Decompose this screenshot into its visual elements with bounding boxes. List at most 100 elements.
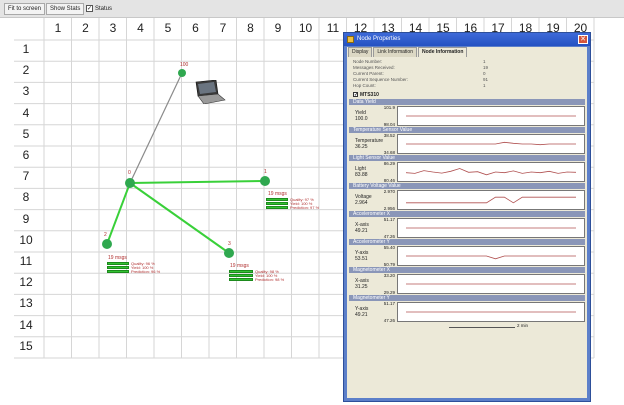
- plot-min-value: 34.68: [383, 150, 395, 155]
- info-key: Hop Count:: [353, 83, 376, 88]
- quality-bar: [266, 198, 288, 201]
- plot-min-value: 98.04: [383, 122, 395, 127]
- mote-msgs-2: 19 msgs: [108, 255, 127, 261]
- sensor-plot-row: Y-axis 53.51 55.40 50.79: [349, 245, 585, 267]
- sensor-plot-row: Voltage 2.964 2.970 2.956: [349, 189, 585, 211]
- time-scale-label: 2 min: [515, 323, 531, 328]
- toolbar: Fit to screen Show Stats ✓ Status: [0, 0, 624, 18]
- plot-section-title: Data Yield: [349, 99, 585, 105]
- sensor-plot-svg: [405, 168, 577, 176]
- column-label: 10: [298, 21, 313, 35]
- plot-current-value: 83.88: [355, 172, 368, 178]
- column-label: 5: [164, 21, 172, 35]
- base-station-node[interactable]: [178, 69, 186, 77]
- window-titlebar[interactable]: Node Properties ✕: [344, 33, 590, 46]
- info-key: Messages Received:: [353, 65, 395, 70]
- sensor-plot: [397, 246, 585, 266]
- plot-label: Temperature: [355, 138, 384, 144]
- checkbox-check-icon: ✓: [86, 4, 93, 12]
- mote-stat-text-1: Quality: 97 % Yield: 100 % Prediction: 9…: [290, 198, 319, 210]
- sensor-board-label: MTS310: [360, 92, 379, 98]
- plot-current-value: 31.25: [355, 284, 368, 290]
- sensor-plot-row: X-axis 31.25 33.20 29.29: [349, 273, 585, 295]
- link-router-mote-1: [129, 180, 266, 184]
- sensor-plot-row: X-axis 49.21 51.17 47.26: [349, 217, 585, 239]
- prediction-bar: [266, 206, 288, 209]
- row-label: 9: [22, 211, 30, 226]
- info-row: Hop Count: 1: [353, 83, 581, 89]
- node-info-list: Node Number: 1 Messages Received: 19 Curre…: [347, 57, 587, 91]
- sensor-plot: [397, 274, 585, 294]
- sensor-plot: [397, 134, 585, 154]
- yield-text: Yield: 100 %: [255, 273, 278, 278]
- plot-current-value: 36.25: [355, 144, 368, 150]
- close-button[interactable]: ✕: [578, 35, 588, 44]
- info-value: 1: [483, 83, 486, 88]
- sensor-plot-svg: [406, 115, 576, 117]
- plot-label: Light: [355, 166, 366, 172]
- router-node[interactable]: [125, 178, 135, 188]
- column-label: 17: [491, 21, 505, 35]
- row-label: 13: [19, 296, 33, 311]
- info-value: 19: [483, 65, 489, 70]
- sensor-plot-line: [405, 168, 577, 176]
- status-checkbox[interactable]: ✓ Status: [86, 3, 112, 15]
- row-label: 5: [22, 126, 30, 141]
- info-value: 91: [483, 77, 489, 82]
- info-row: Node Number: 1: [353, 59, 581, 65]
- row-label: 10: [19, 232, 33, 247]
- plot-current-value: 49.21: [355, 228, 368, 234]
- sensor-plot-row: Y-axis 49.21 51.17 47.26: [349, 301, 585, 323]
- plot-min-value: 80.46: [383, 178, 395, 183]
- sensor-board-checkbox[interactable]: ✓ MTS310: [347, 91, 587, 99]
- node-properties-window[interactable]: Node Properties ✕ Display Link Informati…: [343, 32, 591, 402]
- prediction-text: Prediction: 97 %: [290, 205, 320, 210]
- column-label: 8: [247, 21, 254, 35]
- sensor-plot-row: Temperature 36.25 38.52 34.68: [349, 133, 585, 155]
- plot-max-value: 101.9: [383, 105, 395, 110]
- router-label: 0: [128, 170, 131, 176]
- sensor-plot: [397, 218, 585, 238]
- column-label: 11: [326, 21, 340, 35]
- mote-node-1[interactable]: [260, 176, 270, 186]
- sensor-plot-line: [406, 141, 576, 146]
- sensor-plot-row: Light 83.88 86.29 80.46: [349, 161, 585, 183]
- plot-min-value: 47.26: [383, 234, 395, 239]
- column-label: 18: [518, 21, 533, 35]
- sensor-plot-line: [406, 255, 576, 260]
- plot-label: X-axis: [355, 222, 369, 228]
- plot-max-value: 55.40: [383, 245, 395, 250]
- column-label: 4: [137, 21, 144, 35]
- fit-to-screen-button[interactable]: Fit to screen: [4, 3, 46, 15]
- prediction-text: Prediction: 96 %: [131, 269, 161, 274]
- yield-bar: [266, 202, 288, 205]
- time-scale-line: [449, 327, 525, 328]
- network-links: [102, 69, 270, 258]
- yield-bar: [107, 266, 129, 269]
- info-key: Node Number:: [353, 59, 383, 64]
- column-label: 20: [573, 21, 588, 35]
- mote-node-3[interactable]: [224, 248, 234, 258]
- base-station-label: 100: [180, 62, 189, 68]
- tab-link-information[interactable]: Link Information: [373, 47, 417, 57]
- mote-stat-text-2: Quality: 96 % Yield: 100 % Prediction: 9…: [131, 262, 160, 274]
- column-label: 2: [82, 21, 89, 35]
- show-stats-button[interactable]: Show Stats: [46, 3, 85, 15]
- mote-stat-bars-1: [266, 198, 288, 210]
- tab-display[interactable]: Display: [348, 47, 373, 57]
- column-label: 6: [192, 21, 199, 35]
- mote-label-1: 1: [264, 169, 267, 175]
- plot-max-value: 2.970: [383, 189, 395, 194]
- tab-node-information[interactable]: Node Information: [417, 47, 468, 57]
- column-label: 13: [381, 21, 395, 35]
- yield-text: Yield: 100 %: [131, 265, 154, 270]
- quality-bar: [229, 270, 253, 273]
- mote-msgs-1: 19 msgs: [268, 191, 287, 197]
- mote-node-2[interactable]: [102, 239, 112, 249]
- plot-label: Y-axis: [355, 250, 369, 256]
- plot-current-value: 53.51: [355, 256, 368, 262]
- info-row: Current Sequence Number: 91: [353, 77, 581, 83]
- row-label: 12: [19, 275, 33, 290]
- sensor-plot: [397, 190, 585, 210]
